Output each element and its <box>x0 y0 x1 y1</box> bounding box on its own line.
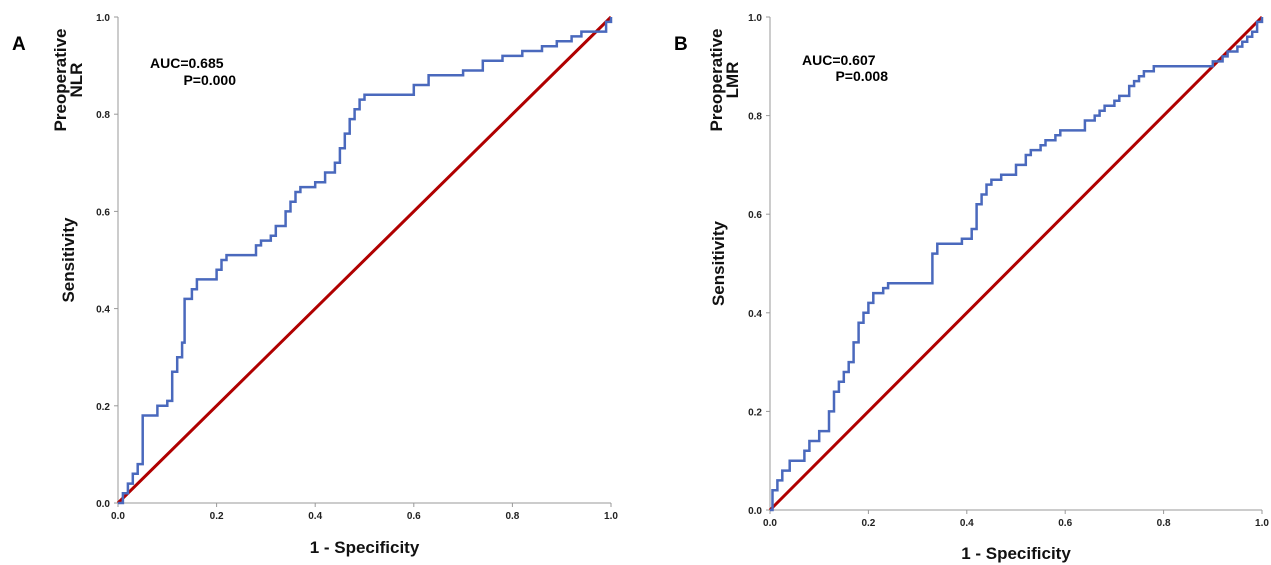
panel-label: B <box>674 34 688 55</box>
y-tick-label: 0.4 <box>748 309 762 320</box>
y-tick-label: 0.6 <box>748 210 762 221</box>
x-tick-label: 0.8 <box>505 511 519 522</box>
x-tick-label: 0.8 <box>1157 518 1171 529</box>
y-tick-label: 0.8 <box>96 110 110 121</box>
y-axis-title-top: Preoperative <box>51 29 70 132</box>
roc-curve-line <box>770 17 1264 512</box>
x-tick-label: 0.6 <box>407 511 421 522</box>
panel-label: A <box>12 34 26 55</box>
y-tick-label: 0.4 <box>96 305 110 316</box>
y-axis-title-top: Preoperative <box>707 29 726 132</box>
y-tick-label: 0.0 <box>748 506 762 517</box>
x-tick-label: 0.6 <box>1058 518 1072 529</box>
x-axis-title: 1 - Specificity <box>310 538 420 557</box>
x-tick-label: 1.0 <box>1255 518 1269 529</box>
roc-curve-line <box>118 17 613 505</box>
y-axis-title: Sensitivity <box>709 220 728 306</box>
x-axis-title: 1 - Specificity <box>961 544 1071 563</box>
y-tick-label: 0.8 <box>748 112 762 123</box>
reference-diagonal-line <box>116 15 613 505</box>
y-tick-label: 1.0 <box>748 13 762 24</box>
y-axis-title-top: NLR <box>67 63 86 98</box>
x-tick-label: 0.2 <box>210 511 224 522</box>
p-value-annotation: P=0.000 <box>183 72 236 88</box>
y-tick-label: 0.6 <box>96 207 110 218</box>
roc-chart-lmr: B 0.0 0.2 0.4 0.6 0.8 1.0 0.0 0.2 0.4 0.6 0.8 1.0 1 -… <box>652 0 1271 565</box>
roc-chart-lmr-svg: B 0.0 0.2 0.4 0.6 0.8 1.0 0.0 0.2 0.4 0.6 0.8 1.0 1 -… <box>674 13 1269 563</box>
x-tick-label: 0.4 <box>308 511 322 522</box>
x-tick-label: 0.0 <box>111 511 125 522</box>
x-tick-label: 1.0 <box>604 511 618 522</box>
auc-annotation: AUC=0.607 <box>802 52 876 68</box>
y-tick-label: 0.0 <box>96 499 110 510</box>
y-axis-title: Sensitivity <box>59 217 78 303</box>
y-tick-label: 0.2 <box>748 407 762 418</box>
x-tick-label: 0.4 <box>960 518 974 529</box>
reference-diagonal-line <box>768 15 1264 512</box>
x-tick-label: 0.0 <box>763 518 777 529</box>
y-tick-label: 1.0 <box>96 13 110 24</box>
auc-annotation: AUC=0.685 <box>150 55 224 71</box>
p-value-annotation: P=0.008 <box>835 68 888 84</box>
x-tick-label: 0.2 <box>861 518 875 529</box>
roc-chart-nlr-svg: A 0.0 0.2 0.4 0.6 0.8 1.0 0.0 0.2 0.4 0.6 0.8 1.0 1 -… <box>12 13 618 557</box>
roc-chart-nlr: A 0.0 0.2 0.4 0.6 0.8 1.0 0.0 0.2 0.4 0.6 0.8 1.0 1 -… <box>0 0 630 565</box>
y-tick-label: 0.2 <box>96 402 110 413</box>
y-axis-title-top: LMR <box>723 62 742 99</box>
